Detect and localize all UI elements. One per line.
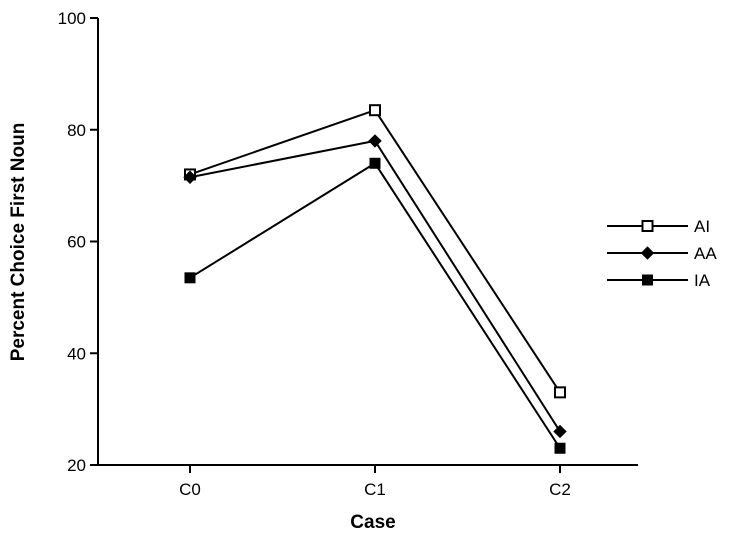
x-tick-label: C1 [364, 480, 386, 499]
x-ticks: C0 C1 C2 [179, 465, 571, 499]
series-line-aa [189, 139, 561, 433]
legend-marker [642, 274, 653, 286]
series-aa [183, 134, 567, 439]
legend-marker [640, 246, 655, 260]
y-axis-title: Percent Choice First Noun [8, 123, 29, 362]
y-tick-label: 20 [67, 456, 86, 475]
series-line-ai [189, 108, 561, 393]
series-layer [183, 104, 567, 454]
y-ticks: 20 40 60 80 100 [58, 9, 98, 475]
legend-label: AI [694, 217, 710, 236]
data-point-ai [369, 104, 381, 117]
data-point-aa [553, 424, 567, 439]
legend: AI AA IA [607, 217, 717, 290]
data-point-ia [369, 157, 381, 169]
legend-marker [641, 220, 654, 232]
x-tick-label: C2 [549, 480, 571, 499]
legend-item-aa: AA [607, 244, 717, 263]
data-point-ai [554, 386, 566, 399]
data-point-ia [184, 272, 196, 284]
x-tick-label: C0 [179, 480, 201, 499]
x-axis-title: Case [350, 512, 395, 533]
y-tick-label: 100 [58, 9, 86, 28]
legend-item-ai: AI [607, 217, 710, 236]
series-line-ia [189, 161, 561, 449]
legend-label: AA [694, 244, 717, 263]
y-tick-label: 80 [67, 121, 86, 140]
data-point-ia [554, 442, 566, 454]
series-ai [184, 104, 566, 399]
data-point-aa [183, 170, 197, 184]
y-tick-label: 60 [67, 233, 86, 252]
y-tick-label: 40 [67, 344, 86, 363]
series-ia [184, 157, 566, 454]
legend-label: IA [694, 271, 711, 290]
legend-item-ia: IA [607, 271, 711, 290]
data-point-aa [368, 134, 382, 148]
